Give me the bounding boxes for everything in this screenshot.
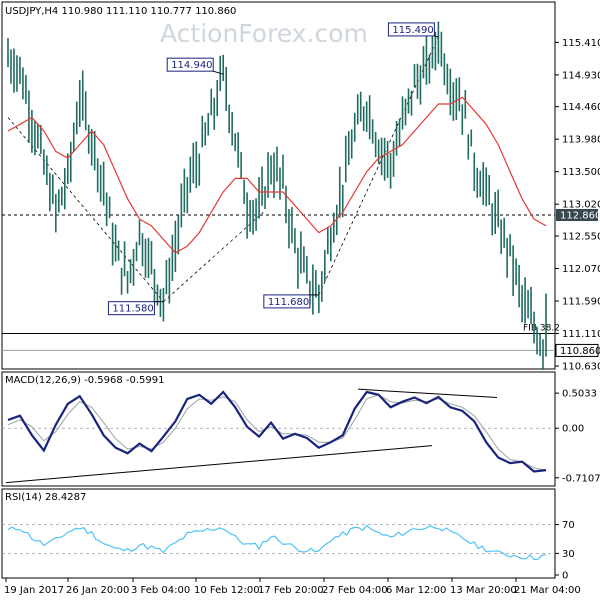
rsi-content	[2, 524, 555, 561]
price-bars	[7, 21, 547, 370]
price-tick-label: 114.460	[562, 102, 600, 113]
macd-series-line	[7, 390, 547, 473]
price-tick-label: 111.590	[562, 296, 600, 307]
swing-label: 111.680	[268, 297, 309, 308]
price-title: USDJPY,H4 110.980 111.110 110.777 110.86…	[5, 6, 236, 17]
macd-tick-label: -0.7107	[562, 473, 600, 484]
x-tick-label: 6 Mar 12:00	[386, 585, 446, 596]
swing-label-box	[107, 301, 155, 316]
macd-title: MACD(12,26,9) -0.5968 -0.5991	[5, 375, 165, 386]
swing-labels: 115.490 114.940 111.580 111.680	[107, 22, 439, 316]
price-trendlines	[7, 36, 439, 302]
current-price-label: 110.860	[560, 346, 600, 357]
rsi-tick-label: 30	[562, 549, 575, 560]
rsi-panel-frame	[1, 488, 556, 579]
x-tick-label: 17 Feb 20:00	[258, 585, 324, 596]
price-tick-label: 113.500	[562, 167, 600, 178]
macd-tick-label: 0.00	[562, 424, 584, 435]
x-tick-label: 26 Jan 20:00	[66, 585, 129, 596]
price-tick-label: 111.110	[562, 329, 600, 340]
swing-label-leader	[213, 70, 224, 75]
swing-label-box	[263, 294, 311, 309]
x-tick-label: 27 Feb 04:00	[322, 585, 388, 596]
price-axis-ticks: 115.410 114.930 114.460 113.980 113.500 113.0…	[555, 38, 600, 373]
macd-tick-label: 0.5033	[562, 389, 597, 400]
x-tick-label: 10 Feb 12:00	[194, 585, 260, 596]
macd-panel-frame	[1, 371, 556, 487]
swing-trendline	[7, 117, 164, 302]
level-label: 112.860	[560, 211, 600, 222]
level-tag	[556, 209, 598, 222]
price-levels: 112.860 FIB 38.2 110.860	[2, 209, 600, 357]
x-tick-label: 13 Mar 20:00	[450, 585, 517, 596]
swing-label-box	[387, 22, 435, 37]
price-tick-label: 112.550	[562, 231, 600, 242]
swing-label: 114.940	[171, 60, 212, 71]
x-tick-label: 21 Mar 04:00	[514, 585, 581, 596]
swing-label: 111.580	[112, 304, 153, 315]
rsi-series-line	[7, 524, 547, 561]
macd-trendline	[357, 388, 498, 399]
price-panel-frame	[1, 1, 556, 370]
price-tick-label: 115.410	[562, 38, 600, 49]
swing-label-box	[166, 57, 214, 72]
swing-trendline	[163, 211, 264, 302]
price-tick-label: 112.070	[562, 264, 600, 275]
swing-label: 115.490	[392, 25, 433, 36]
x-axis-ticks: 19 Jan 2017 26 Jan 20:00 3 Feb 04:00 10 Feb…	[4, 578, 581, 596]
price-tick-label: 113.020	[562, 200, 600, 211]
moving-average-line	[7, 96, 547, 254]
price-tick-label: 113.980	[562, 135, 600, 146]
current-price-tag	[555, 343, 599, 357]
price-tick-label: 114.930	[562, 70, 600, 81]
rsi-tick-label: 70	[562, 520, 575, 531]
price-tick-label: 110.630	[562, 362, 600, 373]
rsi-axis-ticks: 70 30 0	[555, 520, 575, 582]
macd-content	[2, 388, 555, 484]
x-tick-label: 3 Feb 04:00	[131, 585, 190, 596]
x-tick-label: 19 Jan 2017	[4, 585, 64, 596]
swing-trendline	[318, 36, 439, 296]
rsi-tick-label: 0	[562, 571, 568, 582]
rsi-title: RSI(14) 28.4287	[5, 492, 86, 503]
watermark: ActionForex.com	[160, 19, 368, 48]
macd-trendline	[5, 445, 433, 484]
fib-label: FIB 38.2	[523, 323, 560, 333]
macd-axis-ticks: 0.5033 0.00 -0.7107	[555, 389, 600, 484]
swing-label-leader	[434, 35, 439, 38]
